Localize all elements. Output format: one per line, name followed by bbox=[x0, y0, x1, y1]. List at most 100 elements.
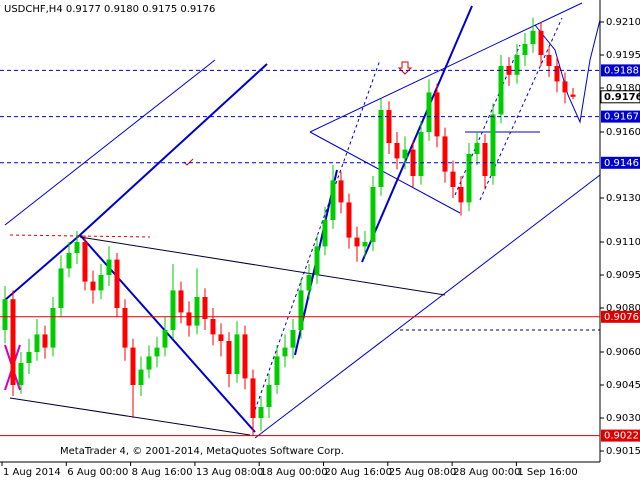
y-tick-label: 0.9160 bbox=[606, 127, 640, 138]
channel-line bbox=[4, 59, 216, 226]
y-tick-label: 0.9210 bbox=[606, 17, 640, 28]
trend-line bbox=[361, 5, 473, 263]
forecast-path bbox=[534, 19, 601, 124]
candle-body bbox=[258, 407, 264, 418]
candle-body bbox=[26, 352, 32, 363]
candle-body bbox=[322, 220, 328, 247]
candle-body bbox=[370, 187, 376, 242]
support-line bbox=[254, 174, 601, 439]
wedge-line bbox=[309, 131, 461, 214]
channel-line bbox=[9, 397, 251, 436]
x-tick-label: 28 Aug 00:00 bbox=[453, 467, 520, 478]
resistance-line bbox=[9, 234, 151, 238]
candle-body bbox=[218, 334, 224, 341]
wedge-line bbox=[309, 2, 583, 133]
candle-body bbox=[282, 347, 288, 357]
x-tick-label: 1 Sep 16:00 bbox=[517, 467, 577, 478]
candle-body bbox=[186, 312, 192, 326]
candle-body bbox=[130, 347, 136, 385]
candle-body bbox=[546, 55, 552, 66]
y-tick-label: 0.9110 bbox=[606, 237, 640, 248]
candle-body bbox=[34, 334, 40, 352]
level-label: 0.9146 bbox=[604, 158, 639, 169]
y-tick-label: 0.9060 bbox=[606, 347, 640, 358]
candle-body bbox=[106, 259, 112, 275]
trend-line bbox=[4, 234, 81, 301]
candle-body bbox=[482, 143, 488, 176]
candle-body bbox=[18, 363, 24, 385]
candle-body bbox=[74, 242, 80, 253]
level-label-box bbox=[601, 310, 640, 323]
x-tick-label: 6 Aug 00:00 bbox=[67, 467, 128, 478]
y-tick-label: 0.9015 bbox=[606, 446, 640, 457]
candle-body bbox=[98, 275, 104, 291]
down-arrow-icon bbox=[397, 61, 413, 75]
candle-body bbox=[490, 114, 496, 176]
trend-line bbox=[79, 63, 268, 236]
level-label-box bbox=[601, 110, 640, 123]
candle-body bbox=[82, 242, 88, 282]
candle-body bbox=[10, 299, 16, 385]
watermark: MetaTrader 4, © 2001-2014, MetaQuotes So… bbox=[60, 446, 344, 457]
candle-body bbox=[338, 180, 344, 203]
candle-body bbox=[210, 319, 216, 335]
candle-body bbox=[378, 110, 384, 187]
level-label: 0.9188 bbox=[604, 65, 639, 76]
dashed-channel bbox=[254, 59, 381, 411]
candle-body bbox=[50, 308, 56, 348]
candle-body bbox=[354, 237, 360, 247]
candle-body bbox=[434, 92, 440, 137]
candle-body bbox=[538, 30, 544, 55]
candle-body bbox=[450, 171, 456, 187]
level-label-box bbox=[601, 429, 640, 442]
bid-label: 0.9176 bbox=[604, 92, 640, 103]
candle-body bbox=[506, 66, 512, 75]
candle-body bbox=[298, 290, 304, 330]
x-tick-label: 13 Aug 08:00 bbox=[196, 467, 263, 478]
candle-body bbox=[402, 149, 408, 159]
candle-body bbox=[114, 259, 120, 308]
candle-body bbox=[138, 369, 144, 385]
level-label-box bbox=[601, 64, 640, 77]
y-tick-label: 0.9045 bbox=[606, 380, 640, 391]
candle-body bbox=[362, 242, 368, 247]
candle-body bbox=[266, 385, 272, 407]
candle-body bbox=[122, 308, 128, 348]
candle-body bbox=[234, 334, 240, 374]
candle-body bbox=[170, 290, 176, 330]
candle-body bbox=[554, 66, 560, 82]
candle-body bbox=[530, 30, 536, 44]
candle-body bbox=[442, 136, 448, 172]
x-tick-label: 18 Aug 00:00 bbox=[260, 467, 327, 478]
candle-body bbox=[242, 334, 248, 379]
channel-line bbox=[79, 236, 446, 296]
candle-body bbox=[154, 347, 160, 357]
candle-body bbox=[162, 330, 168, 348]
candle-body bbox=[290, 330, 296, 348]
level-label: 0.9167 bbox=[604, 112, 639, 123]
y-tick-label: 0.9180 bbox=[606, 83, 640, 94]
x-tick-label: 20 Aug 16:00 bbox=[325, 467, 392, 478]
candle-body bbox=[250, 378, 256, 418]
candle-body bbox=[514, 55, 520, 75]
x-tick-label: 8 Aug 16:00 bbox=[132, 467, 193, 478]
level-label: 0.9022 bbox=[604, 431, 639, 442]
candle-body bbox=[522, 44, 528, 55]
candle-body bbox=[66, 253, 72, 269]
y-tick-label: 0.9030 bbox=[606, 413, 640, 424]
level-label-box bbox=[601, 156, 640, 169]
candle-body bbox=[330, 180, 336, 220]
candle-body bbox=[194, 297, 200, 326]
candle-body bbox=[346, 202, 352, 238]
candle-body bbox=[42, 334, 48, 348]
x-tick-label: 25 Aug 08:00 bbox=[389, 467, 456, 478]
candle-body bbox=[466, 154, 472, 203]
candle-body bbox=[226, 341, 232, 374]
candle-body bbox=[146, 356, 152, 370]
bid-label-box bbox=[600, 90, 640, 104]
candle-body bbox=[418, 132, 424, 176]
candle-body bbox=[314, 246, 320, 275]
